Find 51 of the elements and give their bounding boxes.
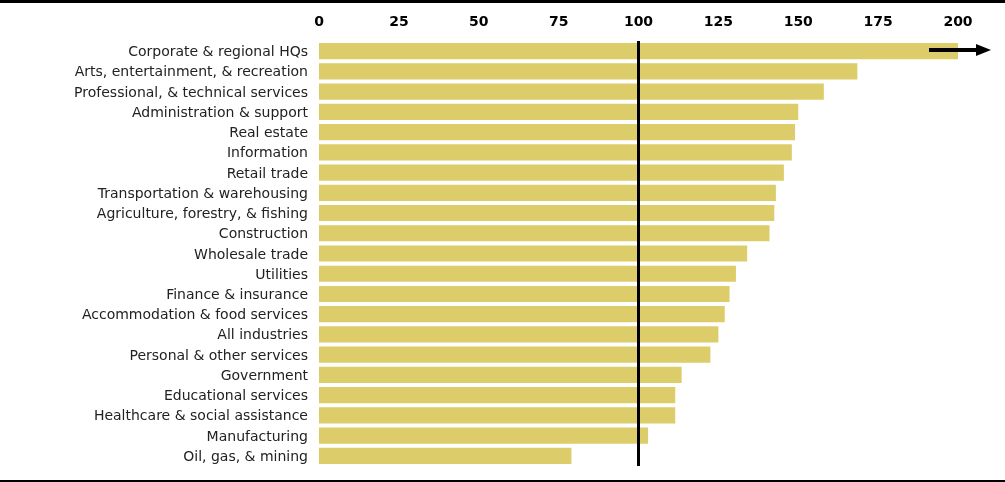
bar xyxy=(319,123,796,141)
x-tick-label: 125 xyxy=(703,13,733,29)
y-tick-label: Information xyxy=(226,144,308,161)
y-tick-label: Personal & other services xyxy=(129,346,308,363)
bar xyxy=(319,245,748,262)
bar xyxy=(319,43,958,60)
bar xyxy=(319,285,730,303)
y-tick-label: Oil, gas, & mining xyxy=(183,447,308,464)
bar xyxy=(319,225,770,242)
y-tick-label: Government xyxy=(220,366,309,383)
bar xyxy=(319,144,792,161)
bar xyxy=(319,164,784,181)
bar xyxy=(319,427,649,444)
x-tick-label: 150 xyxy=(783,13,814,29)
bar xyxy=(319,306,725,323)
x-tick-label: 0 xyxy=(314,13,325,29)
bar xyxy=(319,184,776,201)
x-tick-label: 175 xyxy=(863,13,893,29)
y-tick-label: Finance & insurance xyxy=(166,285,308,302)
x-tick-label: 75 xyxy=(548,13,569,29)
y-tick-label: All industries xyxy=(217,326,308,343)
y-tick-label: Accommodation & food services xyxy=(81,306,308,323)
x-tick-label: 200 xyxy=(943,13,973,29)
y-tick-label: Healthcare & social assistance xyxy=(93,407,308,424)
y-tick-label: Construction xyxy=(218,225,308,242)
bar xyxy=(319,63,858,80)
y-tick-label: Utilities xyxy=(255,265,308,282)
y-tick-label: Retail trade xyxy=(226,164,308,181)
y-tick-label: Transportation & warehousing xyxy=(96,184,308,201)
bar xyxy=(319,83,824,100)
y-tick-label: Agriculture, forestry, & fishing xyxy=(96,205,308,222)
y-tick-label: Manufacturing xyxy=(206,427,308,444)
y-tick-label: Educational services xyxy=(163,387,308,404)
bar xyxy=(319,346,711,363)
bar xyxy=(319,447,572,464)
bar xyxy=(319,103,799,120)
bar xyxy=(319,265,736,282)
bar xyxy=(319,326,719,343)
x-tick-label: 50 xyxy=(469,13,489,29)
bar xyxy=(319,387,676,404)
x-tick-label: 25 xyxy=(389,13,409,29)
y-tick-label: Administration & support xyxy=(131,103,309,120)
y-tick-label: Real estate xyxy=(229,124,308,141)
x-tick-label: 100 xyxy=(623,13,654,29)
y-tick-label: Corporate & regional HQs xyxy=(128,43,308,60)
bar xyxy=(319,204,775,222)
y-tick-label: Professional, & technical services xyxy=(74,83,308,100)
bar xyxy=(319,407,676,424)
y-tick-label: Arts, entertainment, & recreation xyxy=(74,63,308,80)
bar xyxy=(319,366,682,384)
y-tick-label: Wholesale trade xyxy=(194,245,308,262)
